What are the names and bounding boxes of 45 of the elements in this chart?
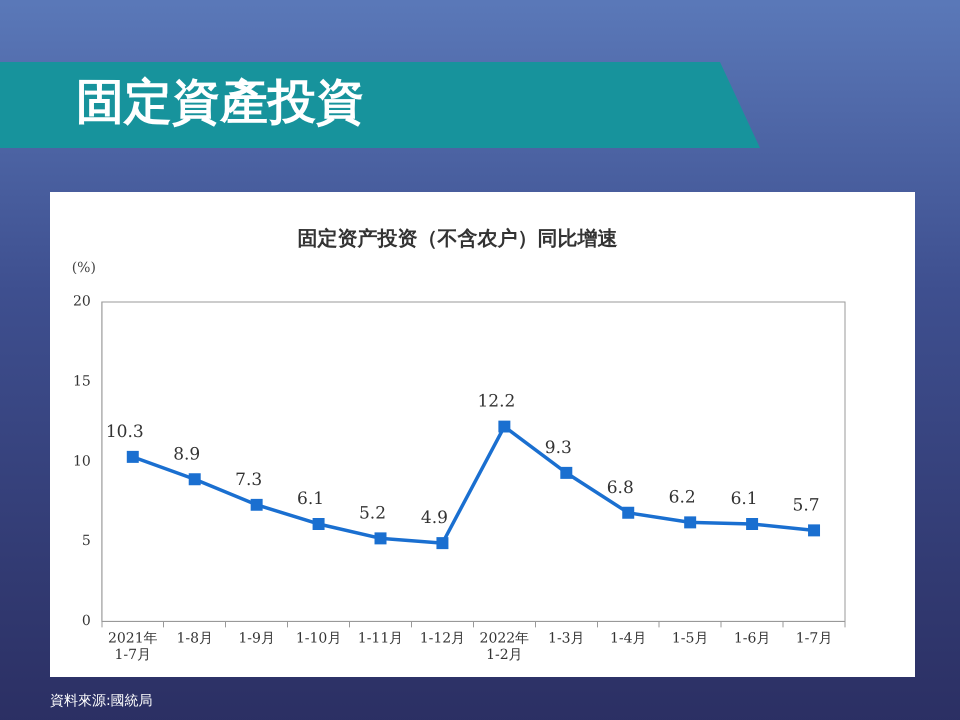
x-tick-label: 1-10月 (296, 630, 342, 646)
point (746, 518, 758, 530)
chart-title: 固定資產投資 (76, 73, 364, 132)
x-tick-label: 1-4月 (610, 630, 647, 646)
data-label: 9.3 (544, 438, 572, 458)
point (622, 506, 634, 519)
y-tick-label: 0 (82, 613, 91, 630)
point (126, 450, 139, 463)
data-label: 6.2 (668, 487, 696, 508)
data-label: 6.8 (606, 478, 634, 498)
point (188, 473, 201, 486)
point (808, 524, 820, 536)
x-tick-label: 1-7月 (796, 630, 832, 646)
point (684, 516, 696, 528)
data-label: 5.2 (358, 503, 386, 524)
data-label: 5.7 (792, 495, 820, 516)
source-note: 資料來源:國統局 (50, 692, 153, 710)
data-label: 8.9 (173, 444, 200, 464)
point (436, 537, 448, 550)
point (374, 532, 386, 544)
x-tick-label: 1-11月 (358, 630, 404, 646)
data-label: 4.9 (420, 508, 448, 528)
x-tick-label: 1-6月 (734, 630, 770, 646)
x-tick-label: 2021年 1-7月 (108, 630, 158, 664)
data-label: 12.2 (477, 392, 516, 412)
y-tick-label: 5 (82, 533, 91, 550)
data-label: 6.1 (297, 488, 324, 509)
x-tick-label: 1-12月 (420, 630, 466, 646)
x-tick-label: 1-3月 (548, 630, 585, 646)
point (498, 420, 510, 433)
x-tick-label: 2022年 1-2月 (480, 630, 530, 664)
y-tick-label: 20 (72, 294, 91, 310)
y-tick-label: 15 (72, 373, 91, 390)
point (312, 518, 325, 530)
point (250, 498, 263, 511)
point (560, 466, 572, 479)
x-tick-label: 1-5月 (672, 630, 708, 646)
x-tick-label: 1-8月 (176, 630, 213, 646)
data-label: 6.1 (730, 488, 758, 509)
y-axis-title: (%) (72, 260, 96, 276)
x-tick-label: 1-9月 (238, 630, 275, 646)
data-label: 10.3 (106, 422, 144, 442)
chart-subtitle: 固定资产投资（不含农户）同比增速 (298, 226, 618, 250)
data-label: 7.3 (235, 470, 262, 490)
y-tick-label: 10 (72, 453, 91, 470)
